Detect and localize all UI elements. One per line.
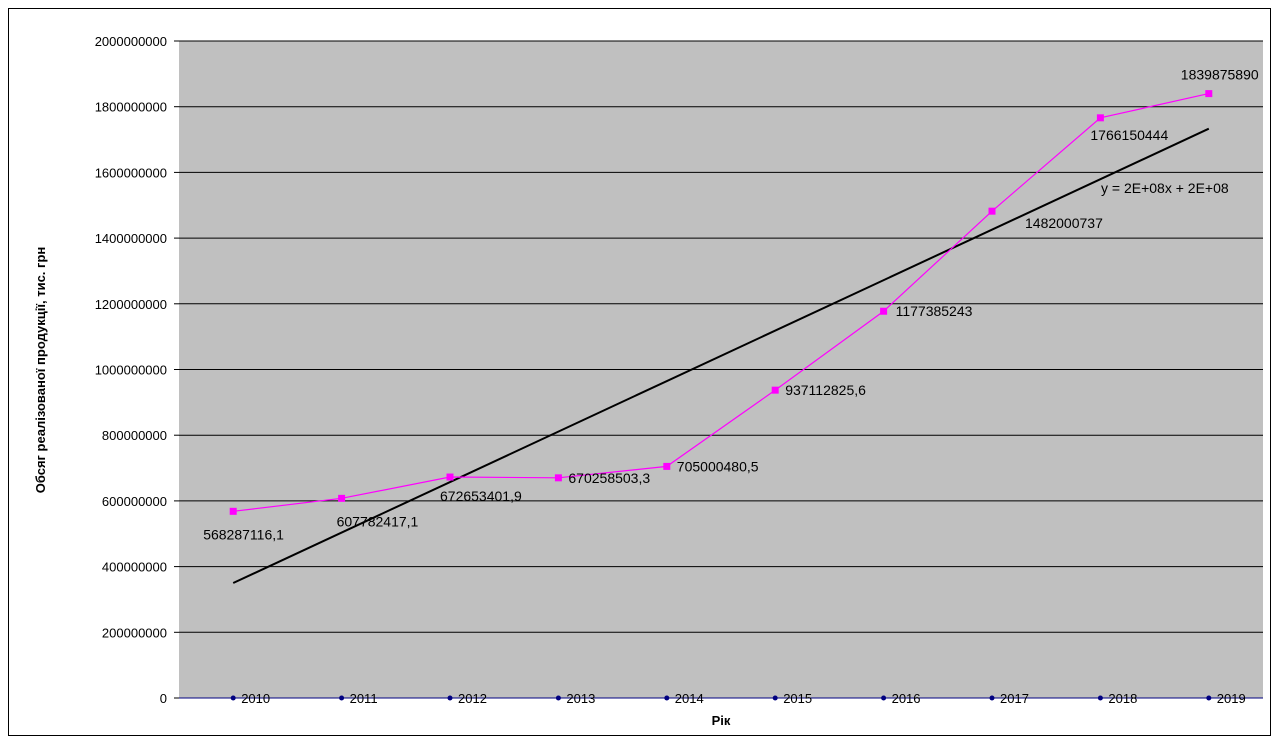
y-tick-label: 0 bbox=[160, 691, 167, 706]
y-tick-label: 600000000 bbox=[102, 494, 167, 509]
series-point bbox=[880, 307, 888, 315]
x-category-marker bbox=[555, 695, 561, 701]
x-category-marker bbox=[447, 695, 453, 701]
series-point bbox=[771, 386, 779, 394]
x-tick-label: 2012 bbox=[458, 691, 487, 706]
x-category-marker bbox=[1206, 695, 1212, 701]
x-category-marker bbox=[1097, 695, 1103, 701]
y-tick-label: 2000000000 bbox=[95, 34, 167, 49]
y-tick-label: 1000000000 bbox=[95, 363, 167, 378]
trendline bbox=[232, 127, 1210, 584]
chart-frame: 0 200000000 400000000 600000000 800000000 100… bbox=[8, 8, 1271, 736]
x-category-marker bbox=[339, 695, 345, 701]
x-tick-label: 2013 bbox=[566, 691, 595, 706]
data-labels: 568287116,1 607782417,1 672653401,9 6702585… bbox=[203, 67, 1259, 543]
data-label: 670258503,3 bbox=[568, 470, 650, 486]
y-tick-label: 1400000000 bbox=[95, 231, 167, 246]
data-label: 705000480,5 bbox=[677, 458, 759, 474]
series-group bbox=[229, 90, 1213, 515]
series-point bbox=[1205, 90, 1213, 98]
y-tick-label: 1600000000 bbox=[95, 165, 167, 180]
series-point bbox=[988, 207, 996, 215]
y-axis-title: Обсяг реалізованої продукції, тис. грн bbox=[33, 247, 48, 494]
x-tick-label: 2010 bbox=[241, 691, 270, 706]
x-category-marker bbox=[989, 695, 995, 701]
x-axis-title: Рік bbox=[712, 713, 731, 728]
x-tick-label: 2019 bbox=[1217, 691, 1246, 706]
x-axis-ticks: 2010 2011 2012 2013 2014 2015 2016 2017 2018 2019 bbox=[230, 691, 1246, 706]
y-tick-label: 400000000 bbox=[102, 560, 167, 575]
x-category-marker bbox=[664, 695, 670, 701]
series-point bbox=[663, 462, 671, 470]
series-point bbox=[338, 494, 346, 502]
x-category-marker bbox=[881, 695, 887, 701]
y-axis-ticks: 0 200000000 400000000 600000000 800000000 100… bbox=[95, 34, 179, 706]
y-tick-label: 1800000000 bbox=[95, 100, 167, 115]
x-tick-label: 2017 bbox=[1000, 691, 1029, 706]
data-label: 568287116,1 bbox=[203, 526, 284, 542]
y-tick-label: 200000000 bbox=[102, 625, 167, 640]
data-label: 672653401,9 bbox=[440, 488, 522, 504]
x-tick-label: 2015 bbox=[783, 691, 812, 706]
line-chart: 0 200000000 400000000 600000000 800000000 100… bbox=[33, 34, 1263, 728]
y-tick-label: 800000000 bbox=[102, 428, 167, 443]
data-label: 1482000737 bbox=[1025, 215, 1103, 231]
series-point bbox=[446, 473, 454, 481]
x-tick-label: 2014 bbox=[675, 691, 704, 706]
trendline-equation: y = 2E+08x + 2E+08 bbox=[1101, 180, 1229, 196]
x-tick-label: 2016 bbox=[892, 691, 921, 706]
series-point bbox=[554, 474, 562, 482]
data-label: 607782417,1 bbox=[337, 513, 419, 529]
x-category-marker bbox=[230, 695, 236, 701]
data-label: 1177385243 bbox=[896, 303, 973, 319]
x-tick-label: 2018 bbox=[1108, 691, 1137, 706]
data-label: 937112825,6 bbox=[785, 382, 866, 398]
series-point bbox=[229, 507, 237, 515]
gridlines bbox=[179, 40, 1263, 633]
trendline-line bbox=[232, 127, 1210, 584]
data-label: 1839875890 bbox=[1181, 67, 1259, 83]
y-tick-label: 1200000000 bbox=[95, 297, 167, 312]
series-line bbox=[233, 93, 1209, 512]
data-label: 1766150444 bbox=[1090, 127, 1168, 143]
x-tick-label: 2011 bbox=[350, 691, 378, 706]
series-point bbox=[1096, 114, 1104, 122]
x-category-marker bbox=[772, 695, 778, 701]
